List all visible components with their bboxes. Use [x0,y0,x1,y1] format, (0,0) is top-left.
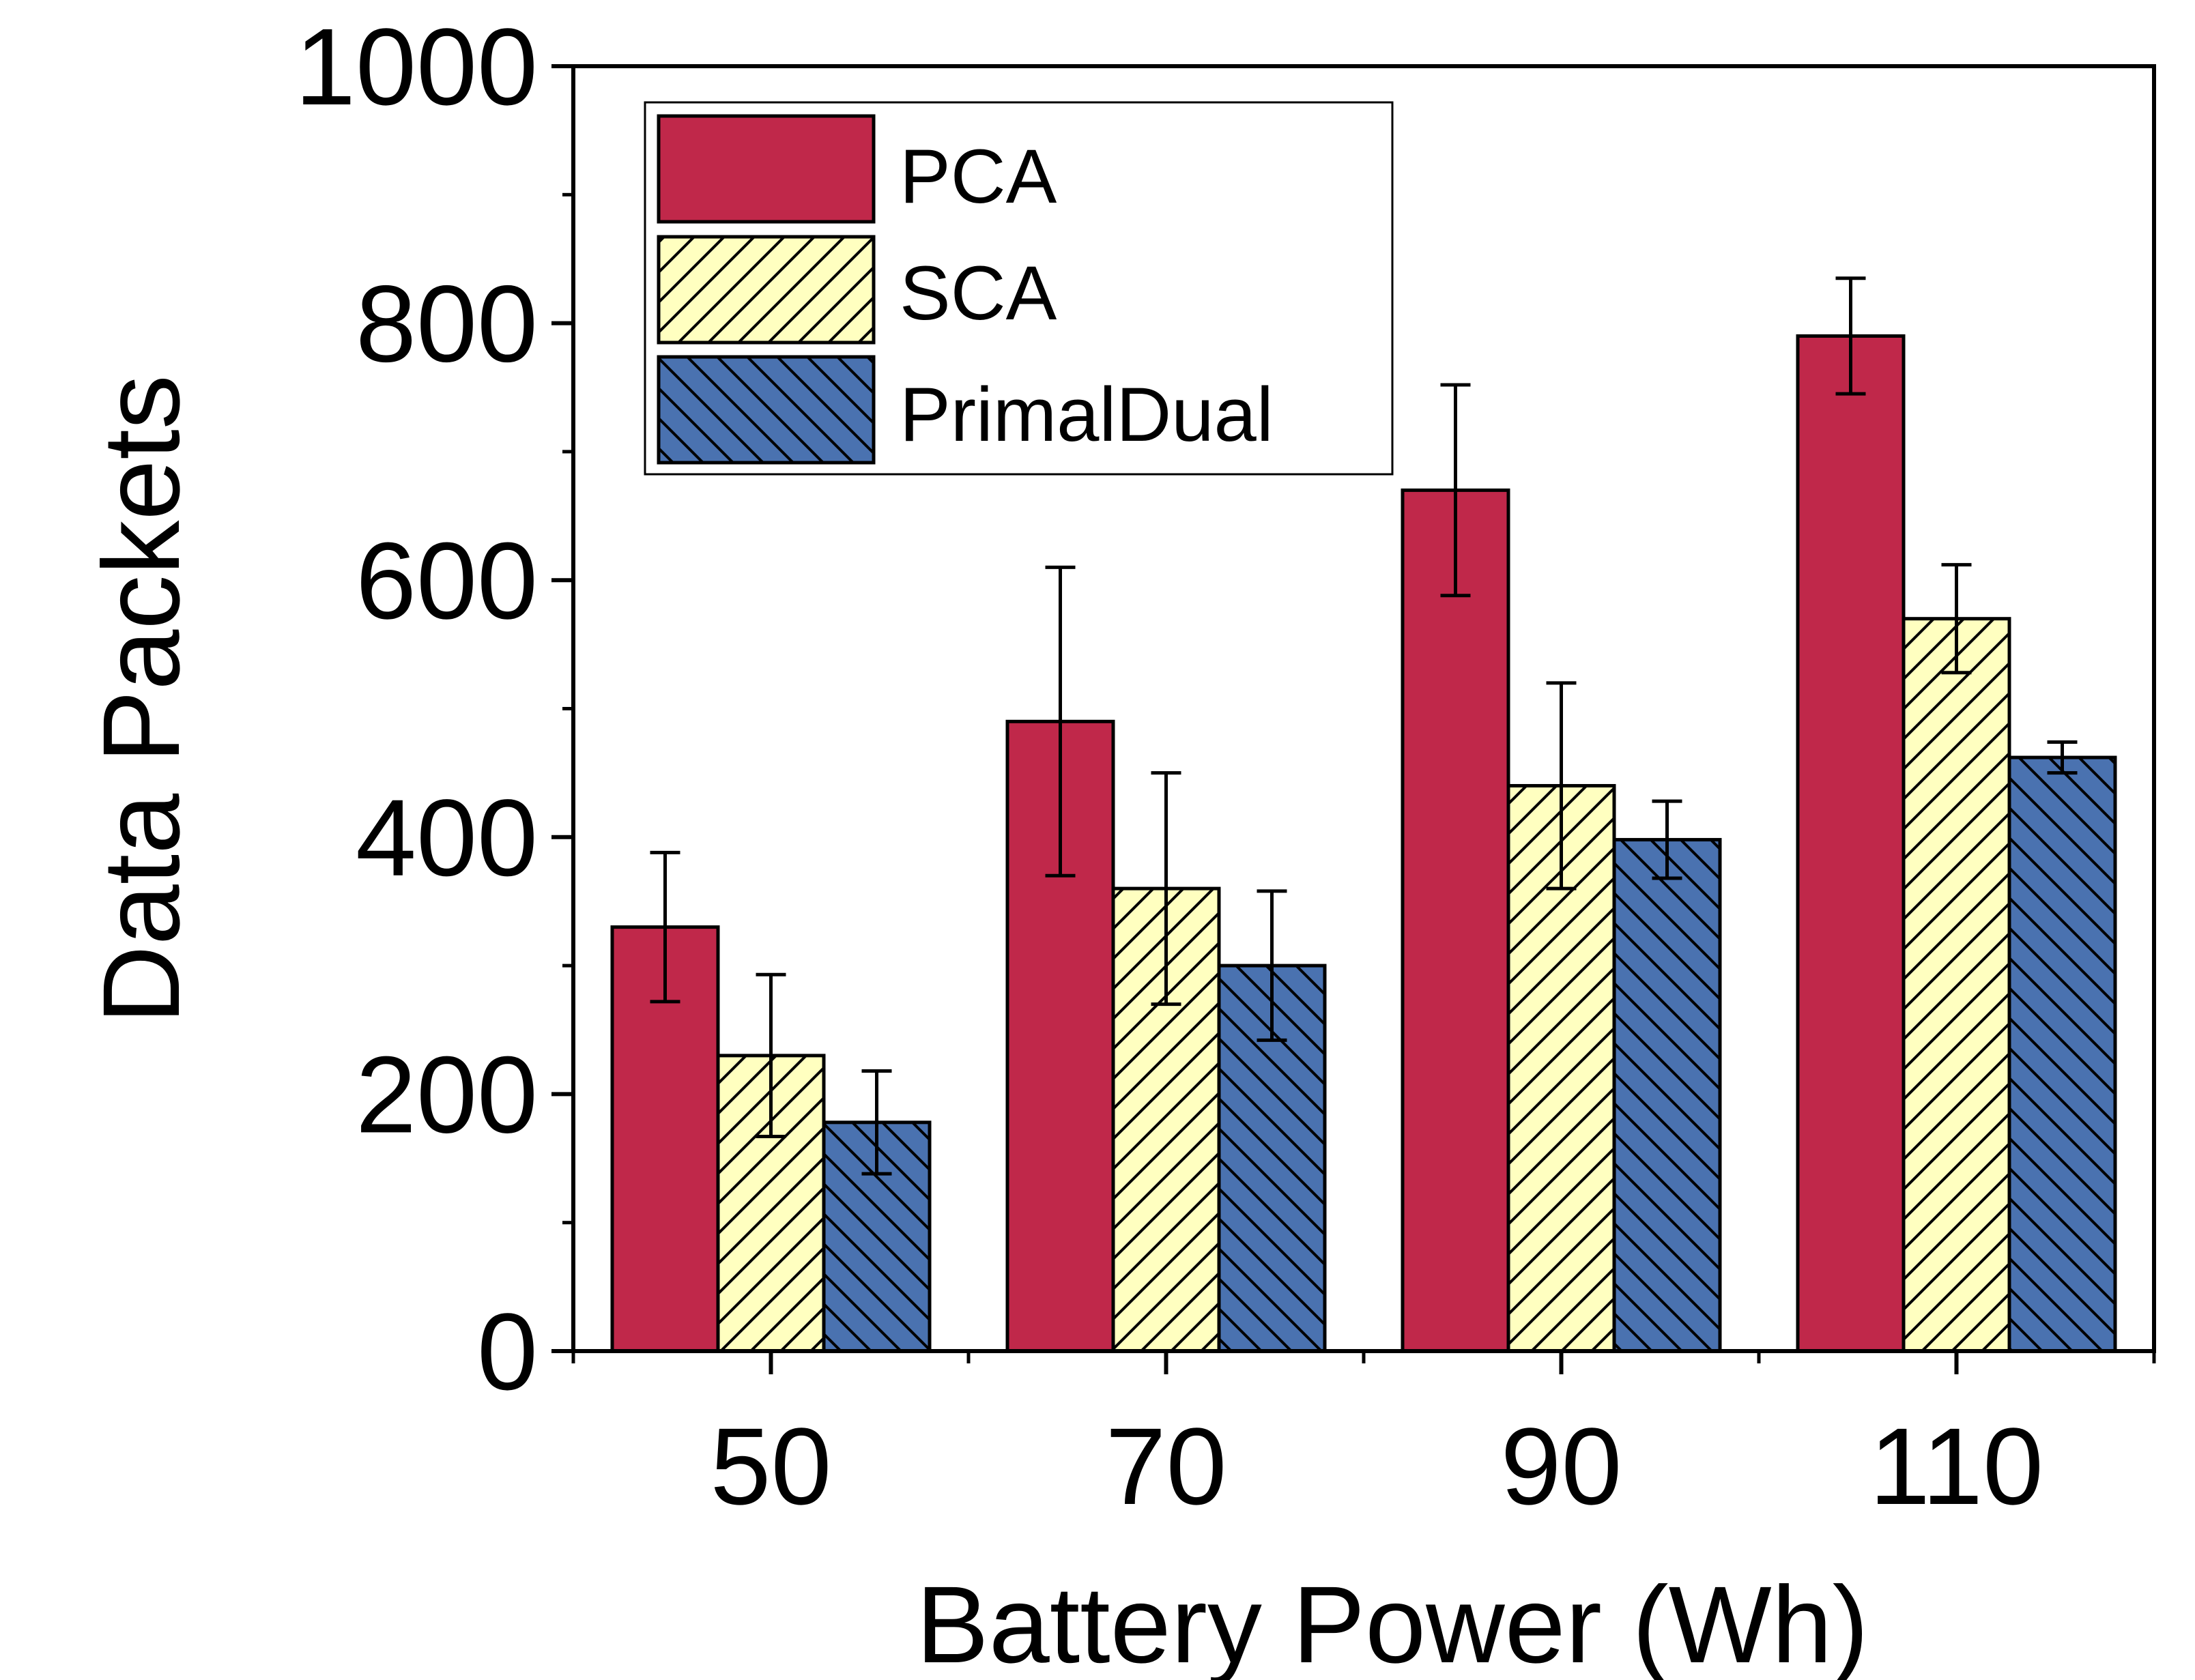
error-bar-pca-50 [650,850,680,1004]
error-bar-primaldual-70 [1257,889,1287,1042]
legend-swatch-pca [657,114,876,224]
legend-label-primaldual: PrimalDual [900,372,1274,457]
y-tick-label: 600 [356,519,538,641]
y-tick-label: 400 [356,777,538,899]
error-bar-sca-110 [1941,563,1972,675]
error-bar-sca-50 [756,972,786,1139]
bars-layer [610,334,2117,1353]
legend: PCA SCA PrimalDual [644,101,1394,476]
bar-primaldual-110 [2007,755,2117,1353]
x-tick-label-50: 50 [711,1405,832,1527]
legend-label-pca: PCA [900,134,1057,219]
legend-label-sca: SCA [900,250,1057,336]
error-bar-primaldual-110 [2047,740,2078,775]
x-axis-label: Battery Power (Wh) [916,1563,1869,1680]
bar-primaldual-90 [1612,838,1722,1353]
error-bar-primaldual-50 [861,1069,892,1176]
y-axis-ticks: 0 200 400 600 800 1000 [295,5,573,1413]
bar-pca-90 [1401,488,1510,1353]
error-bar-pca-70 [1045,565,1076,878]
x-tick-label-90: 90 [1501,1405,1622,1527]
x-axis-ticks: 50 70 90 110 [571,1351,2156,1527]
y-tick-label: 0 [477,1290,538,1413]
y-tick-label: 1000 [295,5,538,128]
error-bar-primaldual-90 [1652,799,1682,880]
legend-swatch-sca [657,235,876,345]
x-tick-label-110: 110 [1869,1405,2043,1527]
error-bar-sca-70 [1151,771,1181,1006]
y-axis-label: Data Packets [80,375,202,1024]
error-bars-layer [650,276,2078,1176]
error-bar-pca-110 [1835,276,1866,396]
y-tick-label: 800 [356,263,538,385]
legend-swatch-primaldual [657,355,876,465]
bar-pca-110 [1796,334,1906,1353]
y-tick-label: 200 [356,1033,538,1155]
error-bar-sca-90 [1546,681,1577,890]
bar-sca-110 [1902,617,2011,1353]
x-tick-label-70: 70 [1106,1405,1227,1527]
error-bar-pca-90 [1440,383,1471,598]
